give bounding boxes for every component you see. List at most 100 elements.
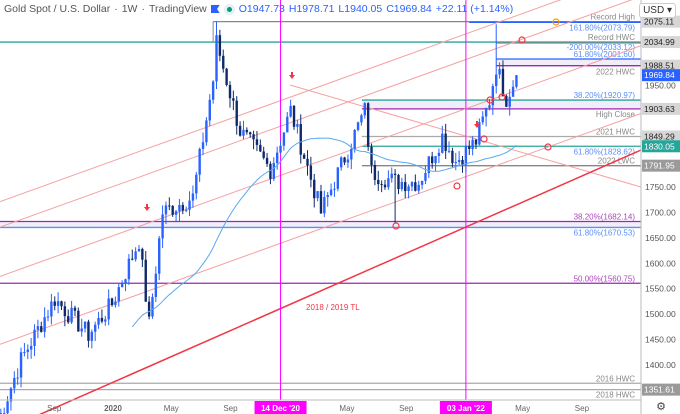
candle-body <box>6 401 9 414</box>
candle-body <box>356 122 360 130</box>
channel-line <box>0 113 642 345</box>
candle-body <box>73 307 77 311</box>
pivot-circle-icon <box>453 182 461 190</box>
source: TradingView <box>148 3 207 15</box>
level-label: Record High <box>591 13 635 22</box>
pivot-circle-icon <box>518 36 526 44</box>
candle-body <box>211 81 215 100</box>
candle-body <box>208 99 211 121</box>
candle-body <box>36 326 40 330</box>
candle-body <box>505 95 508 107</box>
candle-body <box>141 248 144 260</box>
trendline-label: 2018 / 2019 TL <box>306 303 360 312</box>
candle-body <box>343 157 346 163</box>
price-label: 2034.99 <box>644 37 675 47</box>
price-tick: 1550.00 <box>645 284 676 294</box>
candle-body <box>427 156 431 173</box>
candle-body <box>151 296 154 317</box>
candle-body <box>302 154 306 159</box>
candle-body <box>120 283 124 288</box>
price-label-box <box>642 15 680 28</box>
candle-body <box>488 105 491 108</box>
time-tick: Sep <box>399 404 414 413</box>
down-arrow-icon <box>144 204 150 211</box>
candle-body <box>56 301 60 306</box>
candle-body <box>286 116 289 133</box>
candle-body <box>117 287 120 302</box>
pivot-circle-icon <box>480 135 488 143</box>
level-label: -200.00%(2033.12) <box>567 43 636 52</box>
candle-body <box>252 134 255 140</box>
price-label: 1849.29 <box>644 132 675 142</box>
level-label: High Close <box>596 110 636 119</box>
candle-body <box>508 96 511 107</box>
down-arrow-icon <box>474 121 480 128</box>
price-label-box <box>642 130 680 143</box>
candle-body <box>188 200 191 210</box>
moving-average <box>131 137 517 328</box>
candle-body <box>501 68 505 96</box>
candle-body <box>404 182 407 192</box>
separator: · <box>141 3 145 15</box>
channel-line <box>0 0 633 228</box>
candle-body <box>373 165 377 180</box>
level-label: 161.80%(2073.79) <box>569 23 635 32</box>
candle-body <box>178 204 181 212</box>
candle-body <box>383 184 387 188</box>
pivot-circle-icon <box>498 93 506 101</box>
interval[interactable]: 1W <box>121 3 138 15</box>
candle-body <box>420 180 424 185</box>
flag-icon[interactable] <box>210 5 220 13</box>
price-tick: 1750.00 <box>645 182 676 192</box>
pivot-circle-icon <box>392 222 400 230</box>
candle-body <box>124 279 127 284</box>
candle-body <box>43 317 46 332</box>
symbol-title[interactable]: Gold Spot / U.S. Dollar <box>4 3 111 15</box>
candle-body <box>377 179 380 185</box>
candle-body <box>46 316 50 318</box>
zone-fib-support <box>0 221 641 228</box>
candle-body <box>498 68 501 75</box>
down-arrow-icon <box>289 72 295 79</box>
candle-body <box>83 321 87 329</box>
candle-body <box>380 184 383 186</box>
candle-body <box>19 352 23 378</box>
candle-body <box>16 377 19 379</box>
candle-body <box>511 86 515 97</box>
currency-select[interactable]: USD ▾ <box>639 3 676 18</box>
chart-header: Gold Spot / U.S. Dollar · 1W · TradingView… <box>4 3 513 15</box>
candle-body <box>414 182 417 191</box>
candle-body <box>29 345 33 350</box>
candle-body <box>63 306 67 317</box>
candle-body <box>104 319 107 322</box>
candle-body <box>484 107 488 117</box>
candle-body <box>205 120 208 143</box>
change-value: +22.11 (+1.14%) <box>435 3 514 15</box>
date-marker-box <box>254 401 307 414</box>
candle-body <box>441 133 444 153</box>
candle-body <box>292 105 296 127</box>
time-tick: May <box>339 404 354 413</box>
candle-body <box>225 68 228 85</box>
zone-2022-hwc <box>496 59 641 66</box>
price-label-box <box>642 159 680 172</box>
candle-body <box>454 162 457 164</box>
candle-body <box>131 258 134 260</box>
zone-high-close <box>361 100 641 109</box>
time-tick: 2020 <box>104 404 122 413</box>
candle-body <box>430 156 434 164</box>
price-label-box <box>642 59 680 72</box>
low-value: L1940.05 <box>338 3 383 15</box>
candle-body <box>407 186 410 192</box>
candle-body <box>67 316 70 323</box>
candle-body <box>481 116 484 123</box>
level-label: 2018 HWC <box>596 391 635 400</box>
level-label: 61.80%(2001.60) <box>574 50 636 59</box>
candle-body <box>232 98 235 101</box>
candle-body <box>50 301 53 317</box>
settings-icon[interactable]: ⚙ <box>656 401 666 413</box>
time-tick: Sep <box>575 404 590 413</box>
candle-body <box>184 209 188 211</box>
candle-body <box>397 174 400 190</box>
